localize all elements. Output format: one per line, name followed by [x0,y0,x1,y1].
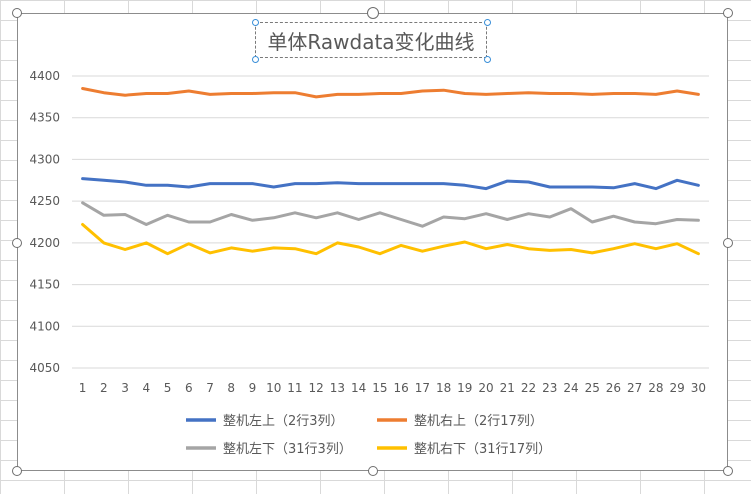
series-line-2[interactable] [81,87,700,99]
legend-label: 整机右上（2行17列） [414,414,543,429]
x-tick-label: 13 [330,381,345,395]
x-tick-label: 22 [521,381,536,395]
gridlines [72,75,709,369]
title-handle-bottom-left[interactable] [252,56,259,63]
resize-handle-bottom-right[interactable] [723,466,733,476]
title-handle-bottom-right[interactable] [484,56,491,63]
y-tick-label: 4250 [29,194,60,208]
x-tick-label: 3 [121,381,129,395]
x-tick-label: 10 [266,381,281,395]
x-tick-label: 5 [164,381,172,395]
x-tick-label: 14 [351,381,366,395]
series-line-4[interactable] [81,223,700,256]
y-tick-label: 4200 [29,236,60,250]
chart-area[interactable] [17,13,728,471]
y-tick-label: 4050 [29,361,60,375]
x-tick-label: 29 [670,381,685,395]
series-line-3[interactable] [81,201,700,228]
resize-handle-middle-right[interactable] [723,238,733,248]
x-tick-label: 8 [227,381,235,395]
chart-title-text: 单体Rawdata变化曲线 [267,29,475,54]
legend-label: 整机左上（2行3列） [223,414,344,429]
y-tick-label: 4400 [29,69,60,83]
resize-handle-bottom-left[interactable] [12,466,22,476]
x-tick-label: 28 [648,381,663,395]
x-tick-label: 15 [372,381,387,395]
x-tick-label: 16 [393,381,408,395]
legend: 整机左上（2行3列） 整机右上（2行17列） 整机左下（31行3列） 整机右下（31行… [186,414,551,457]
x-axis-tick-labels: 1 2 3 4 5 6 7 8 9 10 11 12 13 14 15 16 17 18 19 20 21 22 23 24 2… [79,381,706,395]
series-lines [81,87,700,256]
x-tick-label: 20 [478,381,493,395]
x-tick-label: 9 [249,381,257,395]
x-tick-label: 30 [691,381,706,395]
title-handle-top-left[interactable] [252,19,259,26]
resize-handle-middle-left[interactable] [12,238,22,248]
y-tick-label: 4100 [29,319,60,333]
chart-title[interactable]: 单体Rawdata变化曲线 [255,22,487,58]
x-tick-label: 12 [309,381,324,395]
legend-label: 整机左下（31行3列） [223,442,352,457]
x-tick-label: 23 [542,381,557,395]
y-axis-tick-labels: 4050 4100 4150 4200 4250 4300 4350 4400 [29,69,60,375]
x-tick-label: 26 [606,381,621,395]
x-tick-label: 17 [415,381,430,395]
x-tick-label: 19 [457,381,472,395]
y-tick-label: 4350 [29,111,60,125]
x-tick-label: 11 [287,381,302,395]
resize-handle-top-left[interactable] [12,8,22,18]
resize-handle-top-center[interactable] [367,7,379,19]
x-tick-label: 6 [185,381,193,395]
series-line-1[interactable] [81,177,700,191]
x-tick-label: 24 [563,381,578,395]
resize-handle-bottom-center[interactable] [368,466,378,476]
legend-label: 整机右下（31行17列） [414,442,551,457]
x-tick-label: 18 [436,381,451,395]
x-tick-label: 27 [627,381,642,395]
x-tick-label: 1 [79,381,87,395]
title-handle-top-right[interactable] [484,19,491,26]
y-tick-label: 4150 [29,278,60,292]
x-tick-label: 7 [206,381,214,395]
x-tick-label: 4 [142,381,150,395]
resize-handle-top-right[interactable] [723,8,733,18]
x-tick-label: 25 [585,381,600,395]
x-tick-label: 2 [100,381,108,395]
y-tick-label: 4300 [29,152,60,166]
x-tick-label: 21 [500,381,515,395]
